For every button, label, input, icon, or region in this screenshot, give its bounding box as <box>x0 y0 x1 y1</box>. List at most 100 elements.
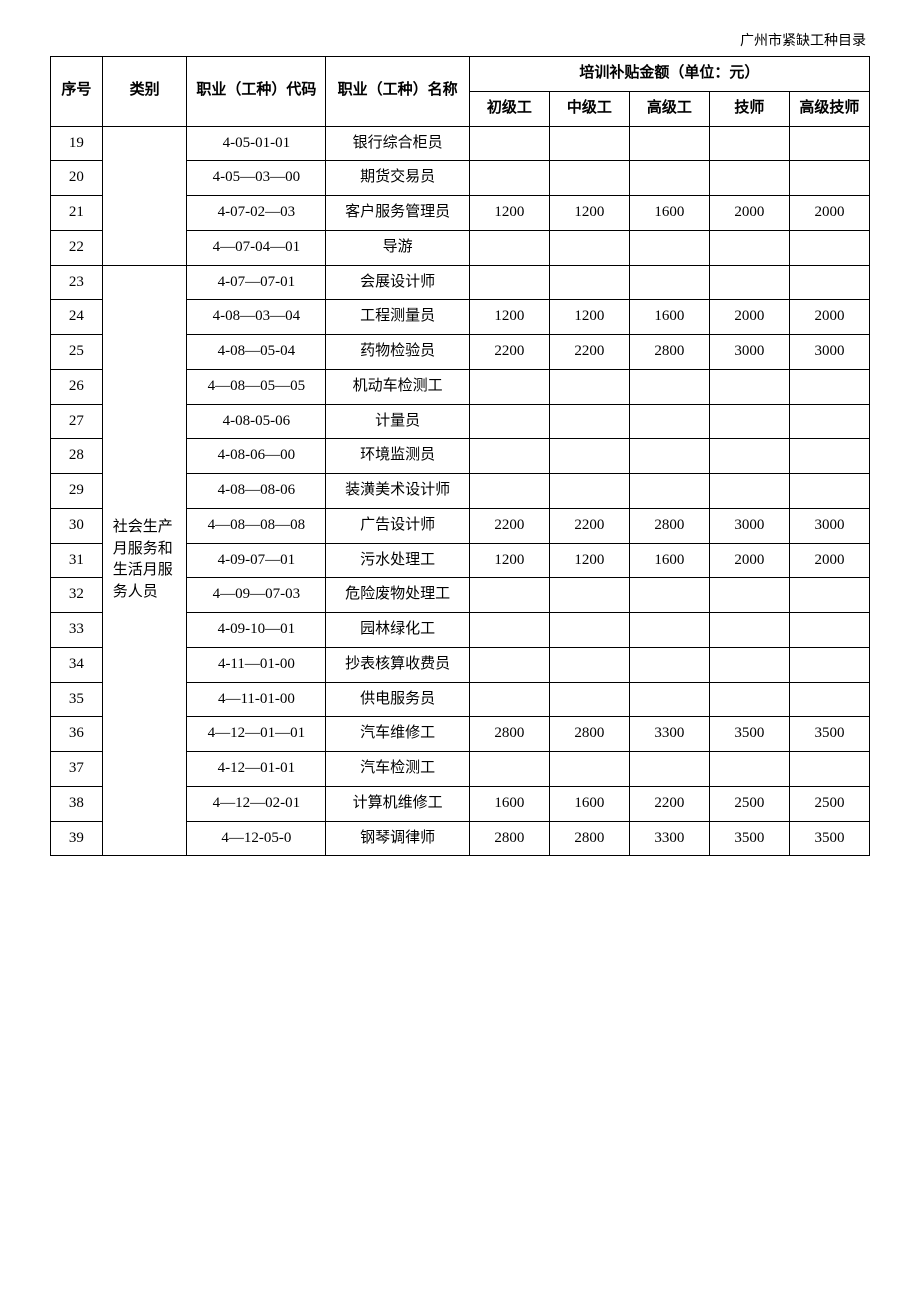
cell-seq: 21 <box>51 196 103 231</box>
cell-seq: 28 <box>51 439 103 474</box>
cell-value-lvl1 <box>469 647 549 682</box>
cell-code: 4—11-01-00 <box>187 682 326 717</box>
cell-seq: 31 <box>51 543 103 578</box>
cell-name: 广告设计师 <box>326 508 470 543</box>
cell-value-lvl5 <box>789 126 869 161</box>
cell-value-lvl3: 2200 <box>629 786 709 821</box>
cell-code: 4—12—02-01 <box>187 786 326 821</box>
cell-name: 机动车检测工 <box>326 369 470 404</box>
cell-value-lvl1: 2200 <box>469 335 549 370</box>
cell-seq: 36 <box>51 717 103 752</box>
cell-value-lvl5: 2000 <box>789 196 869 231</box>
cell-value-lvl4 <box>709 752 789 787</box>
col-lvl4: 技师 <box>709 91 789 126</box>
cell-value-lvl1 <box>469 613 549 648</box>
col-lvl3: 高级工 <box>629 91 709 126</box>
col-subsidy-group: 培训补贴金额（单位：元） <box>469 57 869 92</box>
cell-name: 环境监测员 <box>326 439 470 474</box>
cell-category <box>102 126 187 265</box>
cell-value-lvl5 <box>789 578 869 613</box>
cell-value-lvl4 <box>709 613 789 648</box>
col-category: 类别 <box>102 57 187 127</box>
cell-value-lvl1 <box>469 752 549 787</box>
cell-seq: 20 <box>51 161 103 196</box>
cell-value-lvl4 <box>709 404 789 439</box>
cell-name: 供电服务员 <box>326 682 470 717</box>
cell-name: 会展设计师 <box>326 265 470 300</box>
cell-seq: 19 <box>51 126 103 161</box>
cell-code: 4—12-05-0 <box>187 821 326 856</box>
cell-value-lvl5: 3500 <box>789 821 869 856</box>
cell-value-lvl5: 3500 <box>789 717 869 752</box>
cell-value-lvl2 <box>549 265 629 300</box>
cell-value-lvl2: 2800 <box>549 821 629 856</box>
cell-value-lvl2 <box>549 474 629 509</box>
cell-value-lvl2: 1200 <box>549 543 629 578</box>
cell-value-lvl5 <box>789 613 869 648</box>
cell-seq: 34 <box>51 647 103 682</box>
cell-value-lvl3 <box>629 613 709 648</box>
cell-value-lvl3 <box>629 161 709 196</box>
cell-seq: 27 <box>51 404 103 439</box>
cell-code: 4-08—08-06 <box>187 474 326 509</box>
cell-value-lvl3 <box>629 404 709 439</box>
cell-name: 装潢美术设计师 <box>326 474 470 509</box>
cell-value-lvl1 <box>469 230 549 265</box>
cell-value-lvl5 <box>789 404 869 439</box>
table-body: 194-05-01-01银行综合柜员204-05—03—00期货交易员214-0… <box>51 126 870 856</box>
cell-value-lvl2 <box>549 752 629 787</box>
cell-value-lvl5: 2500 <box>789 786 869 821</box>
cell-value-lvl4 <box>709 161 789 196</box>
cell-value-lvl5 <box>789 439 869 474</box>
cell-value-lvl2 <box>549 613 629 648</box>
cell-name: 园林绿化工 <box>326 613 470 648</box>
cell-value-lvl2 <box>549 682 629 717</box>
cell-value-lvl4 <box>709 369 789 404</box>
cell-code: 4—09—07-03 <box>187 578 326 613</box>
table-row: 194-05-01-01银行综合柜员 <box>51 126 870 161</box>
cell-value-lvl4: 2500 <box>709 786 789 821</box>
cell-name: 计算机维修工 <box>326 786 470 821</box>
cell-value-lvl2 <box>549 439 629 474</box>
cell-value-lvl3: 3300 <box>629 717 709 752</box>
cell-seq: 38 <box>51 786 103 821</box>
cell-value-lvl1: 1200 <box>469 196 549 231</box>
cell-name: 药物检验员 <box>326 335 470 370</box>
col-code: 职业（工种）代码 <box>187 57 326 127</box>
header-row-1: 序号 类别 职业（工种）代码 职业（工种）名称 培训补贴金额（单位：元） <box>51 57 870 92</box>
cell-value-lvl4 <box>709 682 789 717</box>
cell-category: 社会生产月服务和生活月服务人员 <box>102 265 187 856</box>
cell-value-lvl2 <box>549 647 629 682</box>
cell-value-lvl4 <box>709 439 789 474</box>
cell-value-lvl2: 1200 <box>549 196 629 231</box>
cell-code: 4-09-07—01 <box>187 543 326 578</box>
cell-code: 4-11—01-00 <box>187 647 326 682</box>
col-lvl5: 高级技师 <box>789 91 869 126</box>
cell-value-lvl5: 3000 <box>789 508 869 543</box>
cell-value-lvl2: 1600 <box>549 786 629 821</box>
cell-value-lvl4: 3000 <box>709 335 789 370</box>
cell-code: 4-08—05-04 <box>187 335 326 370</box>
cell-seq: 24 <box>51 300 103 335</box>
cell-name: 导游 <box>326 230 470 265</box>
cell-value-lvl2 <box>549 126 629 161</box>
cell-value-lvl4: 2000 <box>709 196 789 231</box>
cell-value-lvl4 <box>709 474 789 509</box>
cell-value-lvl5 <box>789 474 869 509</box>
cell-value-lvl4: 3500 <box>709 717 789 752</box>
subsidy-table: 序号 类别 职业（工种）代码 职业（工种）名称 培训补贴金额（单位：元） 初级工… <box>50 56 870 856</box>
cell-value-lvl5 <box>789 682 869 717</box>
cell-seq: 39 <box>51 821 103 856</box>
cell-name: 钢琴调律师 <box>326 821 470 856</box>
cell-value-lvl3 <box>629 369 709 404</box>
cell-name: 抄表核算收费员 <box>326 647 470 682</box>
cell-value-lvl3 <box>629 647 709 682</box>
cell-name: 汽车检测工 <box>326 752 470 787</box>
cell-seq: 26 <box>51 369 103 404</box>
cell-value-lvl1: 1200 <box>469 300 549 335</box>
cell-code: 4-08-05-06 <box>187 404 326 439</box>
cell-value-lvl3 <box>629 265 709 300</box>
cell-value-lvl3 <box>629 230 709 265</box>
col-seq: 序号 <box>51 57 103 127</box>
cell-seq: 23 <box>51 265 103 300</box>
